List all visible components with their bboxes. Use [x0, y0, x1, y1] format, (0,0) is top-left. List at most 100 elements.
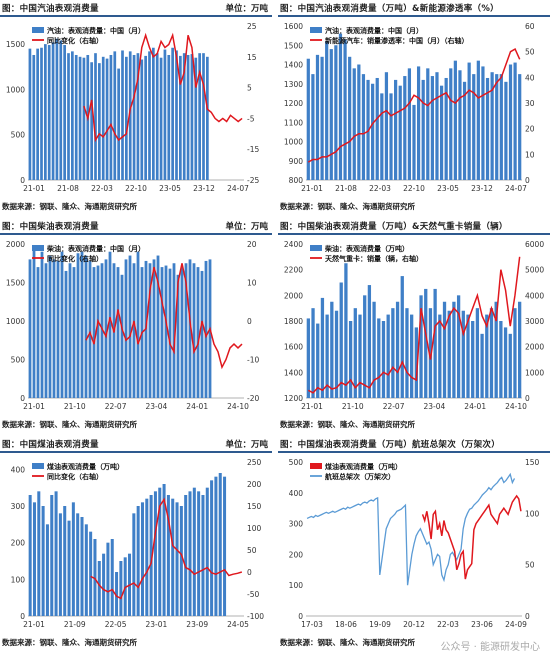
x-tick-label: 23-04 [146, 402, 168, 411]
y-tick-label: 1000 [6, 85, 25, 94]
bar [33, 502, 36, 616]
y2-tick-label: 0 [247, 568, 252, 577]
bar [371, 84, 374, 180]
bar [462, 311, 465, 398]
bar [41, 252, 44, 398]
bar [476, 308, 479, 398]
x-tick-label: 21-01 [23, 620, 45, 629]
bar [89, 261, 92, 398]
y2-tick-label: 200 [247, 480, 262, 489]
bar [94, 53, 97, 180]
bar [33, 248, 36, 398]
y-tick-label: 2200 [284, 266, 303, 275]
y2-tick-label: 250 [247, 458, 262, 467]
y2-tick-label: 6000 [525, 240, 544, 249]
bar [193, 263, 196, 398]
bar [29, 49, 32, 180]
bar [180, 506, 183, 616]
bar [59, 513, 62, 616]
bar [433, 289, 436, 398]
bar [417, 66, 420, 180]
bar [339, 34, 342, 180]
bar [36, 49, 39, 180]
y-tick-label: 1500 [284, 41, 303, 50]
y2-tick-label: 2000 [525, 343, 544, 352]
bar [330, 49, 333, 180]
x-tick-label: 24-09 [505, 620, 527, 629]
bar [380, 93, 383, 180]
bar [73, 267, 76, 398]
x-tick-label: 21-01 [23, 184, 45, 193]
panel-diesel-consumption: 图：中国柴油表观消费量 单位：万吨 0 500 1000 1500 2000 20 10 0 -… [0, 218, 272, 434]
x-tick-label: 21-10 [64, 402, 86, 411]
y2-tick-label: -100 [247, 612, 264, 621]
x-tick-label: 21-01 [301, 184, 323, 193]
bar [48, 45, 51, 180]
bar [490, 308, 493, 398]
bar [368, 285, 371, 398]
bar [376, 78, 379, 180]
y2-tick-label: 3000 [525, 317, 544, 326]
legend-label: 同比变化（右轴） [47, 36, 103, 45]
x-tick-label: 24-07 [227, 184, 249, 193]
bar [399, 86, 402, 180]
y2-tick-label: 100 [247, 524, 262, 533]
x-tick-label: 17-03 [301, 620, 323, 629]
bar [201, 271, 204, 398]
bar [81, 252, 84, 398]
bar [175, 50, 178, 180]
bar [69, 263, 72, 398]
bar [311, 308, 314, 398]
panel-title: 图：中国汽油表观消费量 [2, 2, 99, 14]
bar [480, 334, 483, 398]
bar [348, 57, 351, 180]
x-tick-label: 24-10 [227, 402, 249, 411]
x-tick-label: 21-08 [335, 184, 357, 193]
bar [181, 267, 184, 398]
series-line-flights [307, 474, 514, 585]
bar [197, 267, 200, 398]
y-tick-label: 2400 [284, 240, 303, 249]
chart-gasoline: 0 500 1000 1500 25 15 5 -5 -15 -25 21-01 21-08 22-03… [0, 18, 272, 198]
y2-tick-label: 5 [247, 84, 252, 93]
y2-tick-label: 10 [247, 279, 257, 288]
bar [53, 259, 56, 398]
y-tick-label: 900 [289, 157, 304, 166]
bar [449, 68, 452, 180]
y-tick-label: 1000 [284, 138, 303, 147]
bar [307, 318, 310, 398]
bar [500, 74, 503, 180]
x-tick-label: 22-03 [437, 620, 459, 629]
bar [125, 259, 128, 398]
y-tick-label: 300 [289, 520, 304, 529]
y-tick-label: 300 [11, 502, 26, 511]
y2-tick-label: 25 [247, 22, 257, 31]
bar [141, 502, 144, 616]
y2-tick-label: 150 [247, 502, 262, 511]
bar [210, 480, 213, 616]
y-tick-label: 1100 [284, 118, 303, 127]
bar [164, 50, 167, 180]
y-tick-label: 1600 [284, 22, 303, 31]
legend-swatch [310, 245, 322, 251]
legend-swatch [32, 463, 44, 469]
y2-tick-label: 50 [247, 546, 257, 555]
bar [106, 59, 109, 180]
panel-source: 数据来源：钢联、隆众、海通期货研究所 [280, 637, 415, 648]
panel-source: 数据来源：钢联、隆众、海通期货研究所 [2, 637, 137, 648]
bar [193, 488, 196, 616]
y2-tick-label: 15 [247, 53, 257, 62]
bar [75, 55, 78, 180]
bar [504, 82, 507, 180]
title-divider [0, 15, 272, 17]
bar [72, 502, 75, 616]
y2-tick-label: 40 [525, 73, 535, 82]
panel-unit: 单位：万吨 [225, 2, 268, 14]
bar [119, 561, 122, 616]
bar [316, 55, 319, 180]
panel-title: 图：中国煤油表观消费量 [2, 438, 99, 450]
y-tick-label: 1000 [6, 317, 25, 326]
bar [93, 267, 96, 398]
legend-swatch [32, 27, 44, 33]
bar [405, 308, 408, 398]
